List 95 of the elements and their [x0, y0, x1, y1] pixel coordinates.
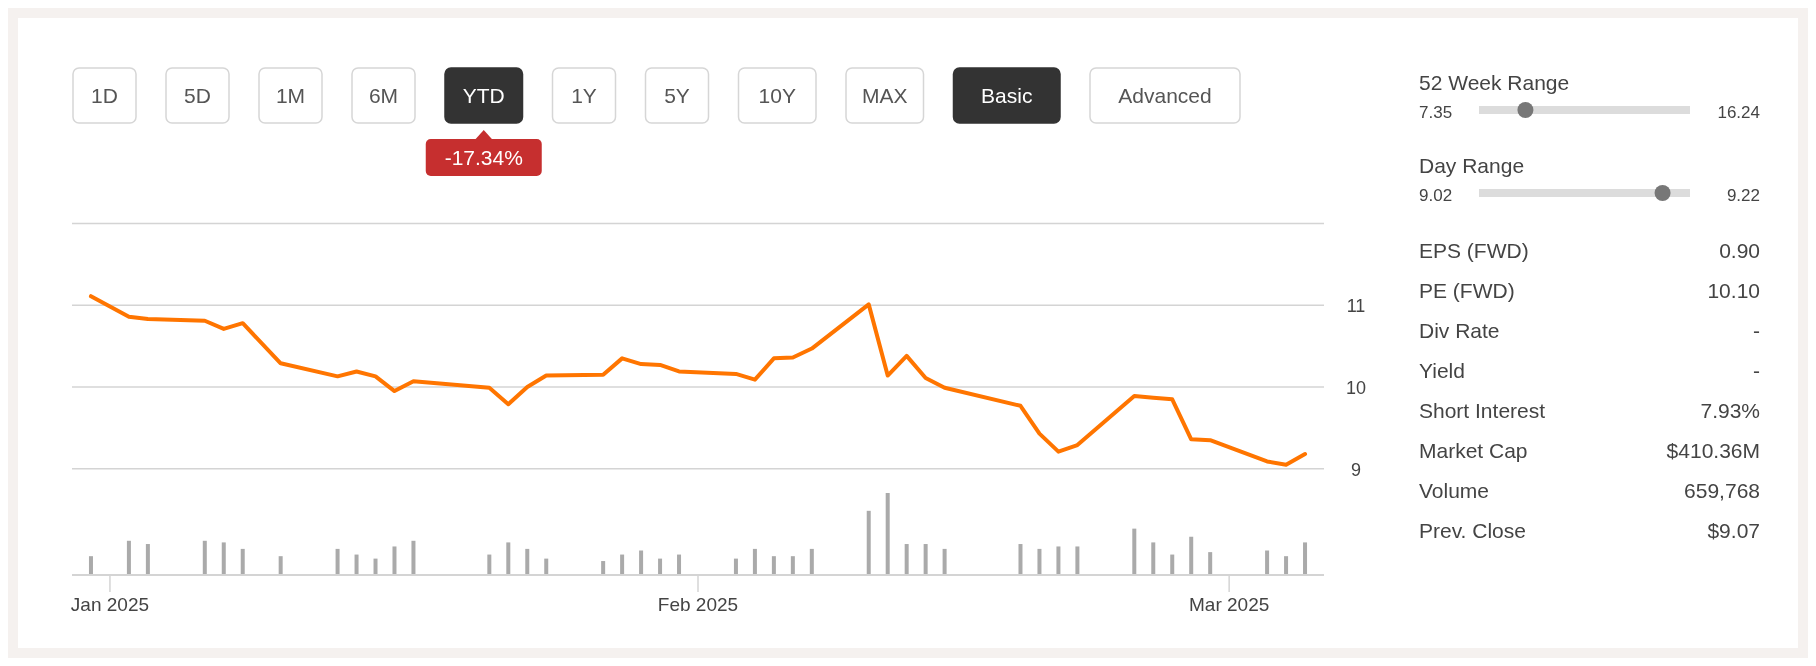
text: Yield — [1419, 359, 1465, 382]
text: - — [1753, 359, 1760, 382]
bar — [658, 558, 663, 574]
category-label: YTD — [462, 84, 505, 107]
text: 7.93% — [1700, 399, 1760, 422]
category-label: 1D — [91, 84, 118, 107]
text: 0.90 — [1719, 239, 1760, 262]
button: YTD — [444, 67, 524, 124]
text: $410.36M — [1666, 439, 1760, 462]
bar — [411, 540, 416, 574]
text: Short Interest — [1419, 399, 1546, 422]
y-tick-label: 10 — [1345, 378, 1367, 398]
y-tick-label: 11 — [1346, 296, 1366, 317]
category-label: MAX — [861, 84, 908, 107]
button: 1Y — [551, 67, 617, 124]
bar — [733, 558, 738, 574]
text: PE (FWD) — [1419, 279, 1515, 302]
text: -17.34% — [444, 146, 523, 169]
bar — [1189, 536, 1194, 574]
bar — [639, 550, 644, 574]
bar — [752, 548, 757, 574]
bar — [487, 554, 492, 574]
bar — [221, 542, 226, 574]
text: EPS (FWD) — [1419, 239, 1529, 262]
bar — [202, 540, 207, 574]
text: Volume — [1419, 479, 1490, 502]
category-label: 1M — [275, 84, 306, 107]
button: 5D — [165, 67, 230, 124]
bar — [392, 546, 397, 574]
button: MAX — [845, 67, 925, 124]
bar — [1151, 542, 1156, 574]
bar — [923, 544, 928, 574]
button: 1D — [72, 67, 137, 124]
bar — [677, 554, 682, 574]
bar — [790, 556, 795, 574]
text: 9.22 — [1726, 186, 1760, 205]
bar — [88, 556, 93, 574]
text: 659,768 — [1684, 479, 1760, 502]
line-series — [88, 294, 1308, 467]
bar — [373, 558, 378, 574]
bar — [1075, 546, 1080, 574]
text: Prev. Close — [1419, 519, 1526, 542]
text: 10.10 — [1707, 279, 1760, 302]
bar — [866, 510, 871, 574]
bar — [1303, 542, 1308, 574]
bar — [942, 548, 947, 574]
text: - — [1753, 319, 1760, 342]
bar — [1018, 544, 1023, 574]
category-label: 5D — [184, 84, 211, 107]
bar — [1170, 554, 1175, 574]
category-label: 5Y — [664, 84, 690, 107]
bar — [126, 540, 131, 574]
bar — [1265, 550, 1270, 574]
y-tick-label: 9 — [1350, 459, 1362, 480]
bar — [354, 554, 359, 574]
bar — [620, 554, 625, 574]
bar — [601, 561, 606, 574]
category-label: 6M — [368, 84, 399, 107]
bar — [771, 556, 776, 574]
button: 5Y — [644, 67, 710, 124]
x-tick-label: Mar 2025 — [1189, 594, 1270, 615]
text: Div Rate — [1419, 319, 1500, 342]
text: $9.07 — [1707, 519, 1760, 542]
bar — [904, 544, 909, 574]
bar — [885, 493, 890, 574]
button: 1M — [258, 67, 323, 124]
bar — [506, 542, 511, 574]
bar — [278, 556, 283, 574]
bar — [544, 558, 549, 574]
bar — [335, 548, 340, 574]
category-label: 10Y — [758, 84, 796, 107]
category-label: Advanced — [1118, 84, 1212, 107]
bar — [1037, 548, 1042, 574]
text: Market Cap — [1419, 439, 1528, 462]
button: Basic — [952, 67, 1061, 124]
text: 16.24 — [1717, 103, 1760, 122]
text: Day Range — [1419, 154, 1525, 177]
bar — [1132, 528, 1137, 574]
bar — [1284, 556, 1289, 574]
x-tick-label: Feb 2025 — [657, 594, 739, 615]
category-label: Basic — [981, 84, 1033, 107]
category-label: 1Y — [571, 84, 597, 107]
bar — [525, 548, 530, 574]
button: 6M — [351, 67, 416, 124]
bar — [1056, 546, 1061, 574]
bar — [1208, 552, 1213, 574]
text: 9.02 — [1419, 186, 1453, 205]
bar — [145, 544, 150, 574]
x-tick-label: Jan 2025 — [70, 594, 150, 615]
text: 7.35 — [1419, 103, 1453, 122]
bar — [809, 548, 814, 574]
button: 10Y — [737, 67, 817, 124]
text: 52 Week Range — [1419, 71, 1570, 94]
bar — [240, 548, 245, 574]
button: Advanced — [1089, 67, 1241, 124]
